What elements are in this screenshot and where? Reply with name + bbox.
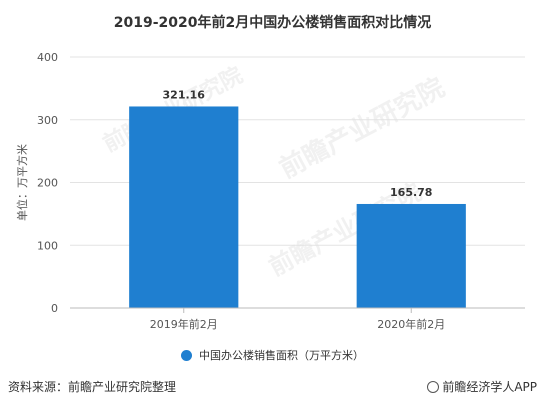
brand-label: 前瞻经济学人APP bbox=[442, 380, 537, 394]
y-tick-label: 200 bbox=[37, 177, 58, 190]
brand-logo-icon bbox=[427, 381, 440, 393]
bar bbox=[129, 106, 239, 308]
legend: 中国办公楼销售面积（万平方米） bbox=[0, 347, 545, 363]
bar bbox=[356, 203, 466, 308]
x-tick-label: 2020年前2月 bbox=[377, 317, 445, 331]
y-tick-label: 400 bbox=[37, 51, 58, 64]
bar-chart: 0 100 200 300 400 2019年前2月 2020年前2月 321.16 165… bbox=[15, 51, 525, 331]
x-axis-ticks: 2019年前2月 2020年前2月 bbox=[150, 308, 445, 331]
y-tick-label: 0 bbox=[51, 302, 58, 315]
brand-mark: 前瞻经济学人APP bbox=[427, 378, 537, 395]
y-tick-label: 300 bbox=[37, 114, 58, 127]
data-label: 321.16 bbox=[163, 88, 206, 101]
legend-swatch bbox=[181, 349, 192, 361]
chart-title: 2019-2020年前2月中国办公楼销售面积对比情况 bbox=[113, 15, 432, 31]
bars bbox=[129, 106, 466, 308]
y-tick-label: 100 bbox=[37, 239, 58, 252]
source-note: 资料来源：前瞻产业研究院整理 bbox=[8, 380, 177, 394]
data-labels: 321.16 165.78 bbox=[163, 88, 433, 199]
x-tick-label: 2019年前2月 bbox=[150, 317, 218, 331]
y-axis-ticks: 0 100 200 300 400 bbox=[37, 51, 58, 315]
y-axis-label: 单位：万平方米 bbox=[15, 144, 29, 221]
legend-label: 中国办公楼销售面积（万平方米） bbox=[199, 349, 364, 362]
data-label: 165.78 bbox=[390, 186, 432, 199]
